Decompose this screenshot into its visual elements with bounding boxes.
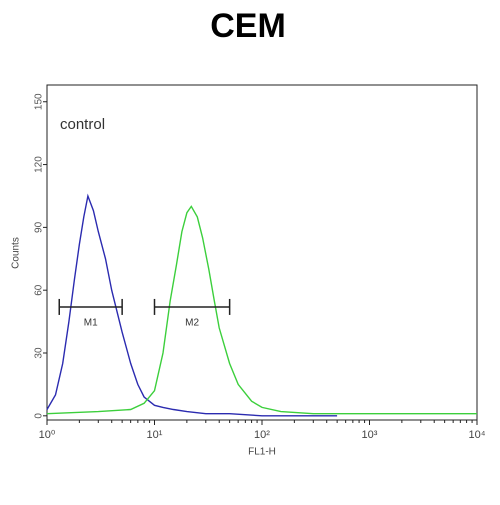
- histogram-line: [46, 205, 477, 415]
- gate-label: M1: [84, 318, 98, 329]
- x-tick-label: 10¹: [147, 429, 163, 441]
- x-tick-label: 10⁴: [469, 429, 486, 441]
- x-tick-label: 10³: [362, 429, 378, 441]
- y-tick-label: 150: [34, 93, 45, 110]
- y-tick-label: 60: [34, 284, 45, 296]
- y-tick-label: 120: [34, 156, 45, 173]
- histogram-line: [46, 193, 338, 417]
- chart-title: CEM: [210, 7, 286, 45]
- x-tick-label: 10⁰: [39, 429, 56, 441]
- plot-frame: [46, 84, 478, 421]
- y-tick-label: 90: [34, 221, 45, 233]
- x-axis-label: FL1-H: [248, 447, 276, 458]
- x-tick-label: 10²: [254, 429, 270, 441]
- y-axis-label: Counts: [11, 237, 22, 269]
- annotation: control: [60, 116, 105, 133]
- y-tick-label: 30: [34, 347, 45, 359]
- y-tick-label: 0: [34, 413, 45, 419]
- gate-label: M2: [185, 318, 199, 329]
